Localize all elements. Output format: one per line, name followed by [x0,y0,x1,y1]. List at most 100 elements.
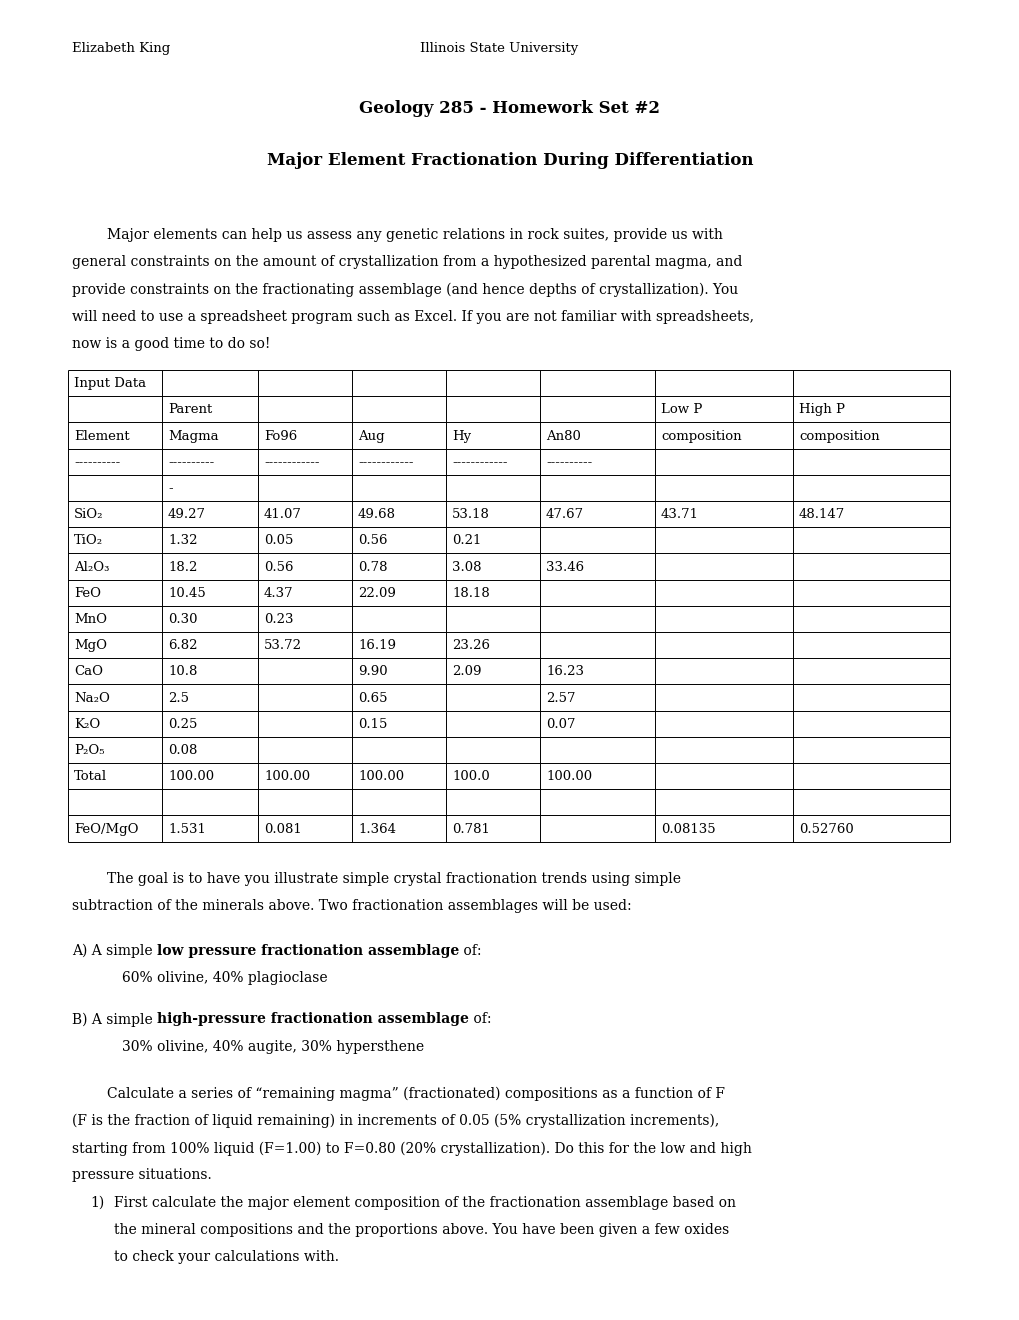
Text: The goal is to have you illustrate simple crystal fractionation trends using sim: The goal is to have you illustrate simpl… [72,871,681,886]
Text: 0.781: 0.781 [451,822,489,836]
Text: K₂O: K₂O [74,718,100,731]
Text: 1.32: 1.32 [168,535,198,548]
Text: Total: Total [74,770,107,783]
Text: Fo96: Fo96 [264,429,297,442]
Text: -: - [168,482,172,495]
Text: provide constraints on the fractionating assemblage (and hence depths of crystal: provide constraints on the fractionating… [72,282,738,297]
Text: composition: composition [798,429,878,442]
Text: 49.68: 49.68 [358,508,395,521]
Text: 4.37: 4.37 [264,586,293,599]
Text: Input Data: Input Data [74,378,146,391]
Text: 0.30: 0.30 [168,612,198,626]
Text: 0.78: 0.78 [358,561,387,573]
Text: 0.23: 0.23 [264,612,293,626]
Text: 3.08: 3.08 [451,561,481,573]
Text: ------------: ------------ [358,455,413,469]
Text: Major Element Fractionation During Differentiation: Major Element Fractionation During Diffe… [267,152,752,169]
Text: A) A simple: A) A simple [72,944,157,958]
Text: Low P: Low P [660,404,702,416]
Text: High P: High P [798,404,844,416]
Text: Al₂O₃: Al₂O₃ [74,561,109,573]
Text: 100.00: 100.00 [264,770,310,783]
Text: Magma: Magma [168,429,218,442]
Text: 0.52760: 0.52760 [798,822,853,836]
Text: high-pressure fractionation assemblage: high-pressure fractionation assemblage [157,1012,469,1027]
Text: starting from 100% liquid (F=1.00) to F=0.80 (20% crystallization). Do this for : starting from 100% liquid (F=1.00) to F=… [72,1142,751,1155]
Text: Aug: Aug [358,429,384,442]
Text: Na₂O: Na₂O [74,692,110,705]
Text: 60% olivine, 40% plagioclase: 60% olivine, 40% plagioclase [122,972,327,985]
Text: FeO: FeO [74,586,101,599]
Text: 2.09: 2.09 [451,665,481,678]
Text: ------------: ------------ [451,455,507,469]
Text: 53.72: 53.72 [264,639,302,652]
Text: 1.531: 1.531 [168,822,206,836]
Text: 9.90: 9.90 [358,665,387,678]
Text: 0.081: 0.081 [264,822,302,836]
Text: An80: An80 [545,429,580,442]
Text: 6.82: 6.82 [168,639,198,652]
Text: 0.15: 0.15 [358,718,387,731]
Text: of:: of: [469,1012,491,1027]
Text: 100.00: 100.00 [168,770,214,783]
Text: MnO: MnO [74,612,107,626]
Text: ----------: ---------- [74,455,120,469]
Text: 23.26: 23.26 [451,639,489,652]
Text: FeO/MgO: FeO/MgO [74,822,139,836]
Text: 22.09: 22.09 [358,586,395,599]
Text: 18.2: 18.2 [168,561,198,573]
Text: P₂O₅: P₂O₅ [74,744,104,756]
Text: B) A simple: B) A simple [72,1012,157,1027]
Text: 10.8: 10.8 [168,665,198,678]
Text: 16.23: 16.23 [545,665,584,678]
Text: 0.56: 0.56 [358,535,387,548]
Text: ----------: ---------- [545,455,592,469]
Text: 43.71: 43.71 [660,508,698,521]
Text: Calculate a series of “remaining magma” (fractionated) compositions as a functio: Calculate a series of “remaining magma” … [72,1086,725,1101]
Text: 16.19: 16.19 [358,639,395,652]
Text: 53.18: 53.18 [451,508,489,521]
Text: Parent: Parent [168,404,212,416]
Text: First calculate the major element composition of the fractionation assemblage ba: First calculate the major element compos… [114,1196,736,1209]
Text: Hy: Hy [451,429,471,442]
Text: the mineral compositions and the proportions above. You have been given a few ox: the mineral compositions and the proport… [114,1222,729,1237]
Text: 33.46: 33.46 [545,561,584,573]
Text: 1): 1) [90,1196,104,1209]
Text: 0.07: 0.07 [545,718,575,731]
Text: 0.56: 0.56 [264,561,293,573]
Text: (F is the fraction of liquid remaining) in increments of 0.05 (5% crystallizatio: (F is the fraction of liquid remaining) … [72,1114,718,1129]
Text: 100.00: 100.00 [545,770,592,783]
Text: 2.57: 2.57 [545,692,575,705]
Text: 0.21: 0.21 [451,535,481,548]
Text: TiO₂: TiO₂ [74,535,103,548]
Text: 0.08135: 0.08135 [660,822,715,836]
Text: to check your calculations with.: to check your calculations with. [114,1250,338,1265]
Text: 2.5: 2.5 [168,692,189,705]
Text: ----------: ---------- [168,455,214,469]
Text: 0.08: 0.08 [168,744,198,756]
Text: 47.67: 47.67 [545,508,584,521]
Text: Illinois State University: Illinois State University [420,42,578,55]
Text: MgO: MgO [74,639,107,652]
Text: Elizabeth King: Elizabeth King [72,42,170,55]
Text: 100.0: 100.0 [451,770,489,783]
Text: general constraints on the amount of crystallization from a hypothesized parenta: general constraints on the amount of cry… [72,255,742,269]
Text: now is a good time to do so!: now is a good time to do so! [72,337,270,351]
Text: 0.65: 0.65 [358,692,387,705]
Text: Element: Element [74,429,129,442]
Text: of:: of: [459,944,481,958]
Text: Major elements can help us assess any genetic relations in rock suites, provide : Major elements can help us assess any ge… [72,228,722,242]
Text: 18.18: 18.18 [451,586,489,599]
Text: 1.364: 1.364 [358,822,395,836]
Text: subtraction of the minerals above. Two fractionation assemblages will be used:: subtraction of the minerals above. Two f… [72,899,631,913]
Text: 10.45: 10.45 [168,586,206,599]
Text: Geology 285 - Homework Set #2: Geology 285 - Homework Set #2 [359,100,660,117]
Text: 41.07: 41.07 [264,508,302,521]
Text: 0.05: 0.05 [264,535,293,548]
Text: composition: composition [660,429,741,442]
Text: CaO: CaO [74,665,103,678]
Text: 30% olivine, 40% augite, 30% hypersthene: 30% olivine, 40% augite, 30% hypersthene [122,1040,424,1053]
Text: pressure situations.: pressure situations. [72,1168,212,1183]
Text: low pressure fractionation assemblage: low pressure fractionation assemblage [157,944,459,958]
Text: SiO₂: SiO₂ [74,508,103,521]
